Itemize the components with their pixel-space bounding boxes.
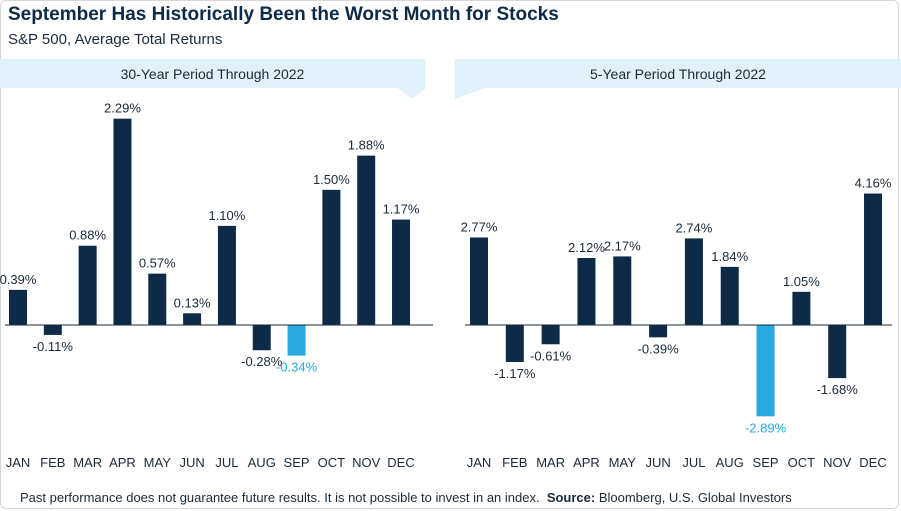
data-label-sep: -0.34%	[276, 360, 318, 375]
source-text: Bloomberg, U.S. Global Investors	[595, 490, 792, 505]
tick-label-feb: FEB	[502, 455, 527, 470]
tick-label-jan: JAN	[6, 455, 31, 470]
tick-label-apr: APR	[573, 455, 600, 470]
data-label-dec: 1.17%	[383, 202, 420, 217]
bar-may	[613, 256, 632, 325]
tick-label-dec: DEC	[859, 455, 886, 470]
bar-apr	[577, 258, 596, 325]
chart-subtitle: S&P 500, Average Total Returns	[8, 31, 223, 48]
source-label: Source:	[546, 490, 596, 505]
bar-jan	[9, 289, 27, 325]
tick-label-nov: NOV	[352, 455, 381, 470]
tick-label-mar: MAR	[73, 455, 102, 470]
data-label-nov: 1.88%	[348, 138, 385, 153]
tick-label-feb: FEB	[40, 455, 65, 470]
data-label-apr: 2.29%	[104, 101, 141, 116]
bar-nov	[357, 155, 376, 325]
bar-aug	[720, 266, 739, 325]
bar-jan	[470, 237, 488, 325]
bar-oct	[792, 291, 811, 325]
tick-label-may: MAY	[609, 455, 637, 470]
data-label-apr: 2.12%	[568, 240, 605, 255]
data-label-jun: -0.39%	[637, 341, 679, 356]
bar-oct	[322, 189, 341, 325]
tick-label-jun: JUN	[645, 455, 670, 470]
data-label-feb: -1.17%	[494, 366, 536, 381]
data-label-may: 2.17%	[604, 238, 641, 253]
panel-title-5-year: 5-Year Period Through 2022	[455, 59, 901, 88]
tick-label-jun: JUN	[179, 455, 204, 470]
bar-feb	[43, 325, 62, 335]
bar-nov	[828, 325, 847, 379]
bar-mar	[541, 325, 560, 345]
bar-jul	[684, 238, 703, 325]
chart-30-year: 0.39% JAN -0.11% FEB 0.88% MAR 2.29% APR 0.57% MA…	[0, 101, 433, 470]
data-label-feb: -0.11%	[33, 339, 74, 354]
bar-aug	[252, 325, 271, 351]
bar-feb	[505, 325, 524, 362]
data-label-oct: 1.50%	[313, 172, 350, 187]
tick-label-may: MAY	[144, 455, 172, 470]
tick-label-oct: OCT	[788, 455, 816, 470]
tick-label-sep: SEP	[753, 455, 779, 470]
bar-may	[148, 273, 167, 325]
bar-dec	[864, 193, 883, 325]
disclaimer-text: Past performance does not guarantee futu…	[20, 490, 540, 505]
tick-label-jul: JUL	[215, 455, 238, 470]
footer: Past performance does not guarantee futu…	[20, 490, 792, 505]
panel-title-30-year: 30-Year Period Through 2022	[0, 59, 425, 88]
chart-5-year: 2.77% JAN -1.17% FEB -0.61% MAR 2.12% APR 2.17% M…	[461, 176, 892, 470]
bar-sep	[756, 325, 775, 417]
tick-label-nov: NOV	[823, 455, 852, 470]
data-label-mar: -0.61%	[530, 348, 572, 363]
bar-jun	[183, 313, 202, 325]
data-label-dec: 4.16%	[855, 176, 892, 191]
data-label-oct: 1.05%	[783, 274, 820, 289]
tick-label-mar: MAR	[536, 455, 565, 470]
data-label-aug: -0.28%	[241, 354, 283, 369]
data-label-aug: 1.84%	[711, 249, 748, 264]
tick-label-dec: DEC	[387, 455, 414, 470]
bar-dec	[392, 219, 411, 325]
data-label-mar: 0.88%	[69, 228, 106, 243]
data-label-nov: -1.68%	[817, 382, 859, 397]
panel-pointer-30-year	[398, 88, 426, 99]
tick-label-jul: JUL	[682, 455, 705, 470]
bar-jun	[649, 325, 668, 338]
bar-sep	[287, 325, 306, 356]
data-label-jun: 0.13%	[174, 295, 211, 310]
data-label-may: 0.57%	[139, 256, 176, 271]
bar-jul	[217, 225, 236, 325]
data-label-jan: 2.77%	[461, 219, 498, 234]
tick-label-sep: SEP	[284, 455, 310, 470]
tick-label-jan: JAN	[467, 455, 492, 470]
data-label-sep: -2.89%	[745, 420, 787, 435]
data-label-jul: 1.10%	[208, 208, 245, 223]
chart-title: September Has Historically Been the Wors…	[8, 4, 559, 25]
tick-label-apr: APR	[109, 455, 136, 470]
bar-apr	[113, 118, 132, 326]
tick-label-aug: AUG	[248, 455, 276, 470]
tick-label-aug: AUG	[716, 455, 744, 470]
data-label-jan: 0.39%	[0, 272, 37, 287]
tick-label-oct: OCT	[318, 455, 346, 470]
data-label-jul: 2.74%	[675, 220, 712, 235]
bar-mar	[78, 245, 97, 325]
panel-pointer-5-year	[455, 88, 485, 99]
